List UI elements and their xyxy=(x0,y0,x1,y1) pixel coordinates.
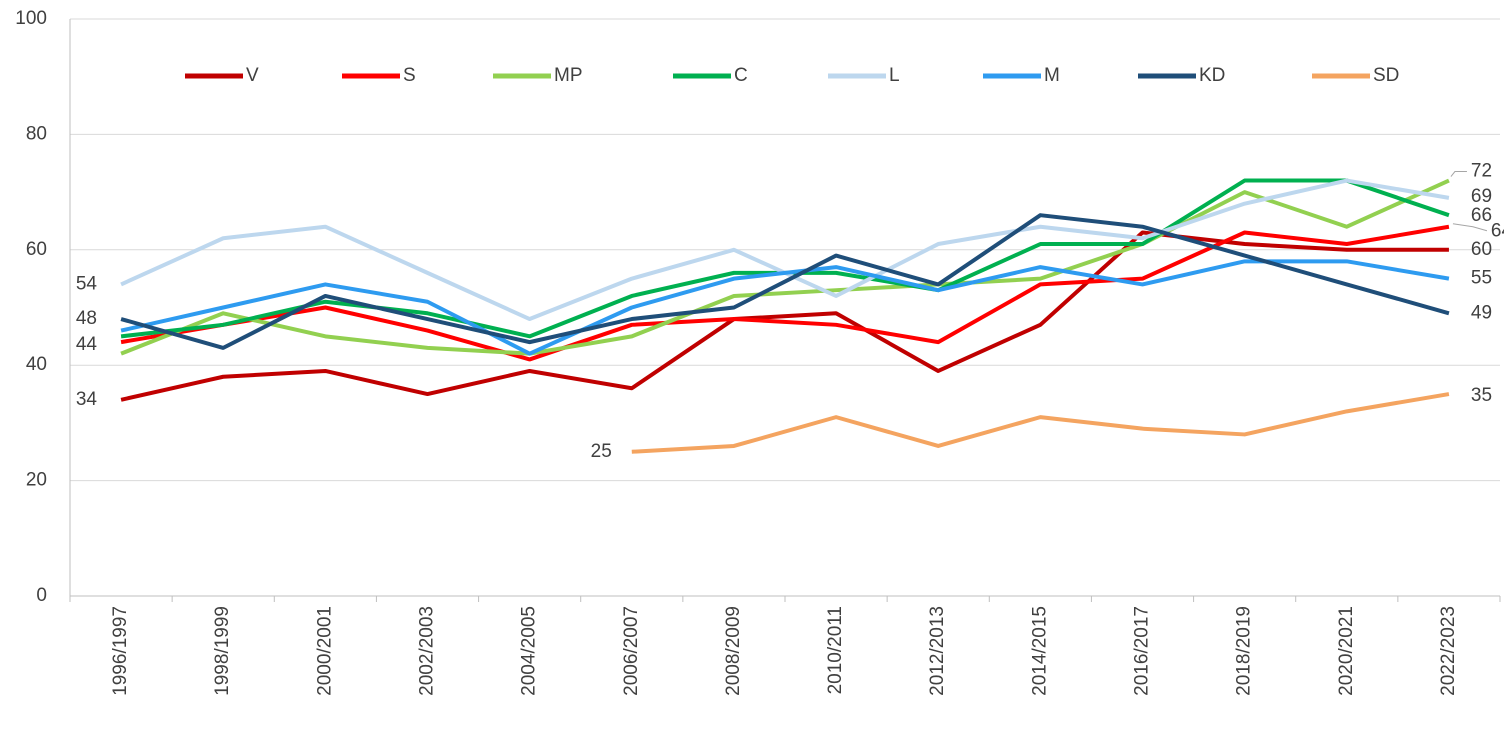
x-tick-label: 2014/2015 xyxy=(1029,606,1050,696)
x-tick-label: 2018/2019 xyxy=(1234,606,1255,696)
y-tick-label: 40 xyxy=(26,354,47,375)
y-tick-label: 60 xyxy=(26,239,47,260)
legend-label: MP xyxy=(554,65,583,86)
data-label: 64 xyxy=(1491,221,1504,242)
x-tick-label: 2008/2009 xyxy=(723,606,744,696)
data-label: 35 xyxy=(1471,385,1492,406)
data-label: 34 xyxy=(76,389,98,410)
legend-label: SD xyxy=(1373,65,1399,86)
data-label: 49 xyxy=(1471,302,1492,323)
x-tick-label: 2010/2011 xyxy=(825,606,846,694)
x-tick-label: 2020/2021 xyxy=(1336,606,1357,696)
series-line xyxy=(120,224,1450,362)
y-tick-label: 20 xyxy=(26,470,47,491)
x-tick-label: 2022/2023 xyxy=(1438,606,1459,696)
x-tick-label: 1996/1997 xyxy=(110,606,131,696)
legend-label: L xyxy=(889,65,900,86)
leader-line xyxy=(1452,223,1488,232)
data-label: 55 xyxy=(1471,268,1492,289)
x-tick-label: 2004/2005 xyxy=(519,606,540,696)
x-tick-label: 1998/1999 xyxy=(212,606,233,696)
series-line xyxy=(631,392,1450,454)
data-label: 69 xyxy=(1471,186,1492,207)
legend-label: S xyxy=(403,65,416,86)
y-tick-label: 100 xyxy=(15,8,47,29)
data-label: 60 xyxy=(1471,239,1492,260)
data-label: 66 xyxy=(1471,205,1492,226)
data-label: 44 xyxy=(76,334,98,355)
x-tick-label: 2002/2003 xyxy=(417,606,438,696)
data-label: 48 xyxy=(76,308,97,329)
legend-label: M xyxy=(1044,65,1060,86)
data-label: 72 xyxy=(1471,161,1492,182)
x-tick-label: 2000/2001 xyxy=(314,606,335,696)
data-label: 54 xyxy=(76,273,98,294)
series-line xyxy=(120,259,1450,356)
series-line xyxy=(120,178,1450,356)
series-line xyxy=(120,213,1450,350)
legend-label: C xyxy=(734,65,748,86)
legend-label: V xyxy=(246,65,259,86)
data-label: 25 xyxy=(591,441,612,462)
x-tick-label: 2016/2017 xyxy=(1132,606,1153,696)
legend-label: KD xyxy=(1199,65,1225,86)
x-tick-label: 2006/2007 xyxy=(621,606,642,696)
x-tick-label: 2012/2013 xyxy=(927,606,948,696)
leader-line xyxy=(1450,171,1467,177)
y-tick-label: 0 xyxy=(36,585,47,606)
y-tick-label: 80 xyxy=(26,123,47,144)
